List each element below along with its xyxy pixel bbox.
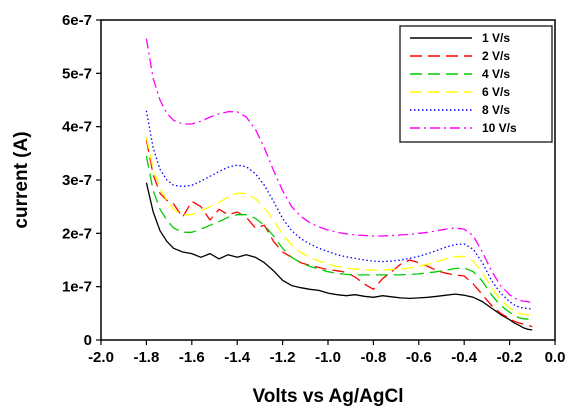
y-tick-label: 2e-7 [62,225,92,242]
legend-label: 10 V/s [482,121,517,135]
series-line [145,139,533,328]
y-tick-label: 3e-7 [62,172,92,189]
series-line [145,182,533,331]
series-line [145,155,533,321]
x-tick-label: 0.0 [545,349,566,366]
x-axis-ticks: -2.0 -1.8 -1.6 -1.4 -1.2 -1.0 -0.8 -0.6 -0.4 -0.2… [88,340,565,366]
series-line [145,137,533,317]
x-tick-label: -0.6 [406,349,432,366]
y-axis-ticks: 0 1e-7 2e-7 3e-7 4e-7 5e-7 6e-7 [62,12,101,349]
legend-label: 8 V/s [482,103,510,117]
y-tick-label: 5e-7 [62,65,92,82]
x-tick-label: -0.4 [451,349,478,366]
legend-label: 1 V/s [482,31,510,45]
x-tick-label: -1.4 [224,349,251,366]
x-axis-title: Volts vs Ag/AgCl [253,386,404,407]
x-tick-label: -1.0 [315,349,341,366]
y-axis-title: current (A) [11,131,32,228]
series-layer [145,38,533,331]
legend-box [399,25,553,143]
y-tick-label: 4e-7 [62,119,92,136]
x-tick-label: -2.0 [88,349,114,366]
x-tick-label: -1.2 [270,349,296,366]
y-tick-label: 6e-7 [62,12,92,29]
x-tick-label: -1.8 [133,349,159,366]
x-tick-label: -0.8 [360,349,386,366]
series-line [145,38,533,304]
x-tick-label: -0.2 [497,349,523,366]
legend-label: 4 V/s [482,67,510,81]
legend-label: 2 V/s [482,49,510,63]
series-line [145,110,533,310]
legend-label: 6 V/s [482,85,510,99]
legend: 1 V/s 2 V/s 4 V/s 6 V/s 8 V/s 10 V/s [399,25,553,143]
x-tick-label: -1.6 [179,349,205,366]
y-tick-label: 0 [84,332,92,349]
y-tick-label: 1e-7 [62,279,92,296]
